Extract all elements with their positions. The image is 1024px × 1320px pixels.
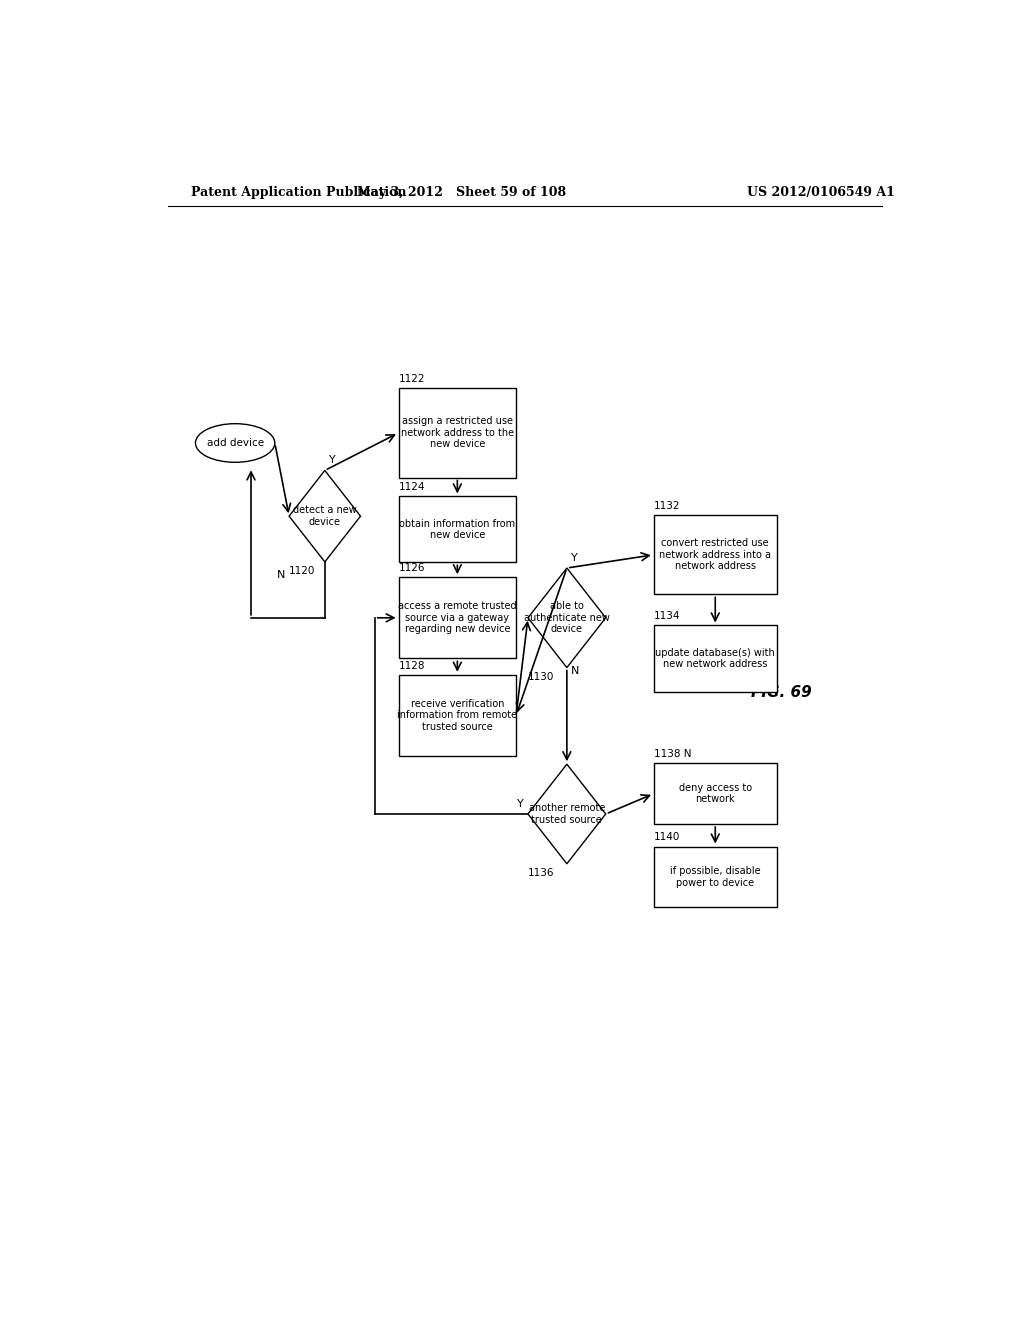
FancyBboxPatch shape bbox=[653, 515, 777, 594]
FancyBboxPatch shape bbox=[398, 675, 516, 756]
Polygon shape bbox=[528, 764, 606, 863]
Text: N: N bbox=[276, 570, 285, 579]
Text: 1136: 1136 bbox=[528, 867, 554, 878]
Text: if possible, disable
power to device: if possible, disable power to device bbox=[670, 866, 761, 888]
Polygon shape bbox=[289, 470, 360, 562]
Text: N: N bbox=[570, 665, 580, 676]
FancyBboxPatch shape bbox=[653, 626, 777, 692]
FancyBboxPatch shape bbox=[653, 846, 777, 907]
Text: access a remote trusted
source via a gateway
regarding new device: access a remote trusted source via a gat… bbox=[398, 601, 517, 635]
Text: 1126: 1126 bbox=[398, 564, 425, 573]
Text: assign a restricted use
network address to the
new device: assign a restricted use network address … bbox=[400, 416, 514, 449]
Text: deny access to
network: deny access to network bbox=[679, 783, 752, 804]
Text: obtain information from
new device: obtain information from new device bbox=[399, 519, 515, 540]
FancyBboxPatch shape bbox=[398, 577, 516, 659]
Text: May 3, 2012   Sheet 59 of 108: May 3, 2012 Sheet 59 of 108 bbox=[356, 186, 566, 199]
Text: detect a new
device: detect a new device bbox=[293, 506, 356, 527]
Text: FIG. 69: FIG. 69 bbox=[751, 685, 812, 700]
Text: 1138 N: 1138 N bbox=[653, 748, 691, 759]
FancyBboxPatch shape bbox=[398, 388, 516, 478]
Text: 1140: 1140 bbox=[653, 833, 680, 842]
Text: 1128: 1128 bbox=[398, 661, 425, 671]
Text: 1124: 1124 bbox=[398, 482, 425, 492]
Text: receive verification
information from remote
trusted source: receive verification information from re… bbox=[397, 698, 517, 733]
Ellipse shape bbox=[196, 424, 274, 462]
Text: another remote
trusted source: another remote trusted source bbox=[528, 803, 605, 825]
Text: 1132: 1132 bbox=[653, 502, 680, 511]
Text: 1122: 1122 bbox=[398, 374, 425, 384]
Text: Y: Y bbox=[570, 553, 578, 562]
Polygon shape bbox=[528, 568, 606, 668]
Text: 1130: 1130 bbox=[528, 672, 554, 681]
FancyBboxPatch shape bbox=[653, 763, 777, 824]
Text: able to
authenticate new
device: able to authenticate new device bbox=[524, 601, 610, 635]
Text: update database(s) with
new network address: update database(s) with new network addr… bbox=[655, 648, 775, 669]
Text: Patent Application Publication: Patent Application Publication bbox=[191, 186, 407, 199]
Text: Y: Y bbox=[517, 799, 524, 809]
Text: US 2012/0106549 A1: US 2012/0106549 A1 bbox=[748, 186, 895, 199]
Text: 1134: 1134 bbox=[653, 611, 680, 622]
Text: 1120: 1120 bbox=[289, 566, 315, 576]
Text: convert restricted use
network address into a
network address: convert restricted use network address i… bbox=[659, 539, 771, 572]
Text: add device: add device bbox=[207, 438, 264, 447]
Text: Y: Y bbox=[329, 455, 336, 466]
FancyBboxPatch shape bbox=[398, 496, 516, 562]
